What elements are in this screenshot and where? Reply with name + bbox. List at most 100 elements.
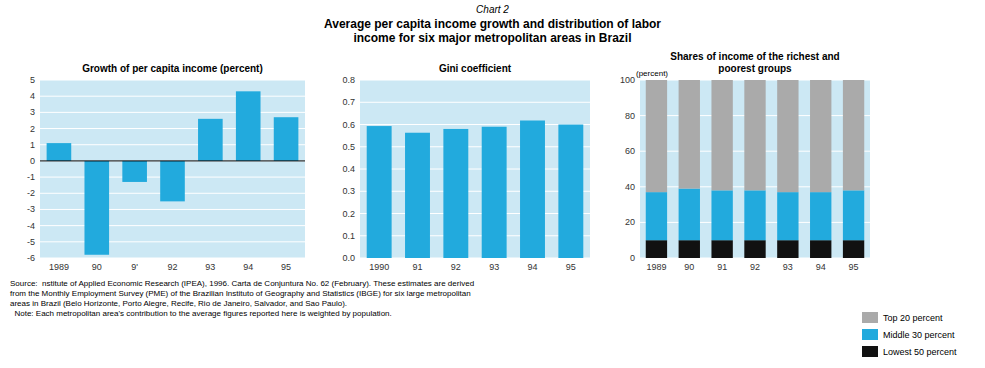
zero-line xyxy=(40,160,305,161)
y-tick-label: 0.2 xyxy=(342,209,355,219)
y-tick-label: -3 xyxy=(27,204,35,214)
bar-segment xyxy=(744,80,765,190)
bar xyxy=(482,127,507,258)
y-tick-label: 20 xyxy=(625,217,635,227)
grid-line xyxy=(360,213,590,214)
bar-segment xyxy=(646,240,667,258)
figure-subtitle-line: income for six major metropolitan areas … xyxy=(353,31,631,45)
x-tick-label: 94 xyxy=(527,262,537,272)
y-tick-label: -5 xyxy=(27,237,35,247)
grid-line xyxy=(360,124,590,125)
source-note-line: areas in Brazil (Belo Horizonte, Porto A… xyxy=(10,299,347,308)
legend-swatch xyxy=(862,329,878,340)
figure: Chart 2 Average per capita income growth … xyxy=(0,0,985,368)
grid-line xyxy=(40,112,305,113)
legend: Top 20 percentMiddle 30 percentLowest 50… xyxy=(862,312,957,357)
bar-segment xyxy=(843,190,864,240)
bar xyxy=(520,120,545,258)
bar-segment xyxy=(679,240,700,258)
grid-line xyxy=(360,102,590,103)
grid-line xyxy=(360,235,590,236)
y-tick-label: 0.7 xyxy=(342,97,355,107)
y-tick-label: 0.4 xyxy=(342,164,355,174)
chart-title: Growth of per capita income (percent) xyxy=(82,63,263,74)
y-tick-label: 100 xyxy=(620,75,635,85)
y-tick-label: 2 xyxy=(30,124,35,134)
x-tick-label: 94 xyxy=(816,262,826,272)
source-note-line: Source: nstitute of Applied Economic Res… xyxy=(10,279,474,288)
chart: 0204060801001989909192939495Shares of in… xyxy=(620,51,870,272)
bar-segment xyxy=(679,80,700,189)
y-tick-label: 0.1 xyxy=(342,231,355,241)
x-tick-label: 90 xyxy=(684,262,694,272)
chart-title: Shares of income of the richest andpoore… xyxy=(670,51,839,74)
y-tick-label: 1 xyxy=(30,140,35,150)
y-axis-label: (percent) xyxy=(636,69,668,78)
x-tick-label: 9' xyxy=(131,262,138,272)
legend-swatch xyxy=(862,312,878,323)
y-tick-label: 3 xyxy=(30,107,35,117)
source-note-line: Note: Each metropolitan area's contribut… xyxy=(10,309,392,318)
bar-segment xyxy=(711,80,732,190)
bar xyxy=(84,161,109,255)
chart-title: Gini coefficient xyxy=(439,63,512,74)
x-tick-label: 93 xyxy=(783,262,793,272)
x-tick-label: 92 xyxy=(451,262,461,272)
bar-segment xyxy=(810,192,831,240)
y-tick-label: 0.0 xyxy=(342,253,355,263)
x-tick-label: 92 xyxy=(167,262,177,272)
bar-segment xyxy=(777,192,798,240)
x-tick-label: 1989 xyxy=(646,262,666,272)
figure-subtitle-line: Average per capita income growth and dis… xyxy=(324,17,661,31)
y-tick-label: 40 xyxy=(625,182,635,192)
bar-segment xyxy=(810,240,831,258)
grid-line xyxy=(40,80,305,81)
x-tick-label: 91 xyxy=(717,262,727,272)
chart-title-line: Shares of income of the richest and xyxy=(670,51,839,62)
chart: 0.00.10.20.30.40.50.60.70.81990919293949… xyxy=(342,63,590,272)
y-tick-label: 0 xyxy=(30,156,35,166)
bar-segment xyxy=(843,240,864,258)
x-tick-label: 92 xyxy=(750,262,760,272)
grid-line xyxy=(40,96,305,97)
grid-line xyxy=(360,258,590,259)
grid-line xyxy=(360,146,590,147)
plot-background xyxy=(40,80,305,258)
bars xyxy=(47,91,299,254)
x-tick-label: 93 xyxy=(205,262,215,272)
bar xyxy=(443,129,468,258)
bar-segment xyxy=(777,240,798,258)
x-tick-label: 94 xyxy=(243,262,253,272)
chart-title-line: poorest groups xyxy=(718,63,792,74)
bar-segment xyxy=(646,80,667,192)
source-note: Source: nstitute of Applied Economic Res… xyxy=(10,279,474,318)
y-tick-label: 0.5 xyxy=(342,142,355,152)
grid-line xyxy=(40,128,305,129)
y-tick-label: 5 xyxy=(30,75,35,85)
chart: -6-5-4-3-2-10123451989909'92939495Growth… xyxy=(27,63,305,272)
plot-background xyxy=(360,80,590,258)
y-tick-label: -1 xyxy=(27,172,35,182)
figure-subtitle: Average per capita income growth and dis… xyxy=(324,17,661,45)
grid-line xyxy=(360,169,590,170)
bar xyxy=(122,161,147,182)
figure-title-line: Chart 2 xyxy=(476,4,509,15)
bar xyxy=(405,133,430,258)
legend-label: Top 20 percent xyxy=(883,313,943,323)
bar xyxy=(47,143,72,161)
grid-line xyxy=(40,209,305,210)
bar xyxy=(198,119,223,161)
bar xyxy=(558,125,583,259)
x-tick-label: 91 xyxy=(412,262,422,272)
bar-segment xyxy=(711,190,732,240)
figure-title: Chart 2 xyxy=(476,4,509,15)
source-note-line: from the Monthly Employment Survey (PME)… xyxy=(10,289,471,298)
plot-background xyxy=(640,80,870,258)
grid-line xyxy=(40,144,305,145)
bar xyxy=(367,126,392,258)
bars xyxy=(367,120,584,258)
bar-segment xyxy=(646,192,667,240)
x-tick-label: 1990 xyxy=(369,262,389,272)
y-tick-label: -4 xyxy=(27,221,35,231)
chart-title-line: Growth of per capita income (percent) xyxy=(82,63,263,74)
